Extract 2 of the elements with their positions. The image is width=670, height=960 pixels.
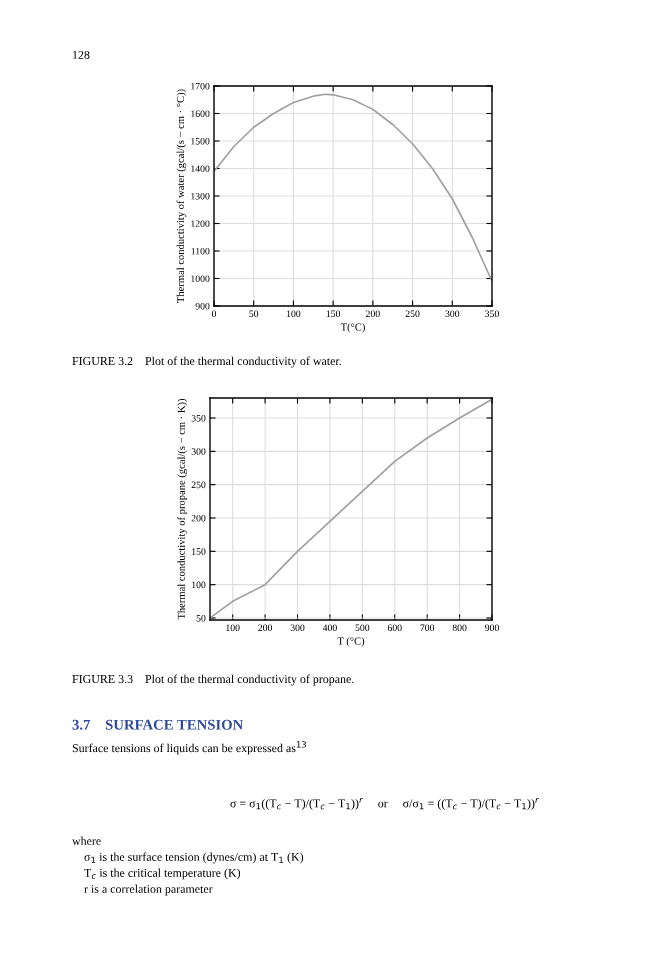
line-series bbox=[214, 93, 492, 283]
line-series bbox=[210, 398, 492, 619]
